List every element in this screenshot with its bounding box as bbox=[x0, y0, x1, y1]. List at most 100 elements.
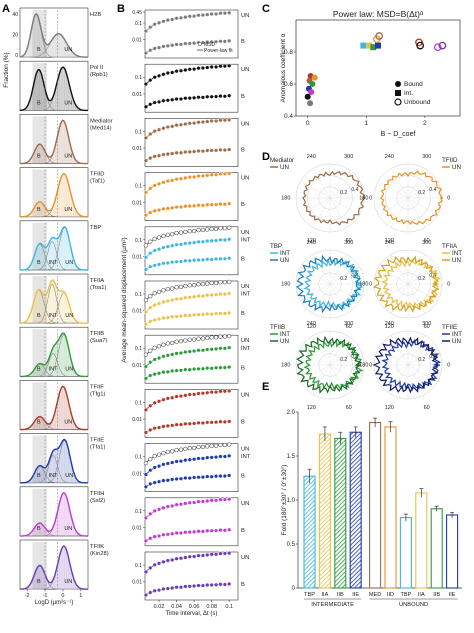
histogram-bar bbox=[45, 95, 48, 111]
msd-marker bbox=[183, 555, 188, 560]
histogram-bar bbox=[70, 94, 73, 111]
row-label: H2B bbox=[90, 12, 101, 18]
msd-marker bbox=[152, 426, 157, 431]
msd-marker bbox=[213, 238, 219, 243]
msd-marker bbox=[227, 551, 232, 556]
msd-marker bbox=[148, 77, 153, 83]
angle-tick-label: 0 bbox=[369, 363, 372, 369]
msd-marker bbox=[165, 260, 170, 266]
histogram-bar bbox=[47, 156, 50, 164]
row-label: TFIID (Taf1) bbox=[90, 172, 105, 185]
msd-marker bbox=[152, 46, 157, 51]
angle-tick-label: 60 bbox=[424, 238, 430, 244]
histogram-bar bbox=[44, 364, 46, 377]
histogram-bar bbox=[54, 238, 57, 270]
histogram-bar bbox=[31, 89, 34, 111]
bound-point bbox=[308, 89, 315, 95]
msd-marker bbox=[191, 583, 197, 589]
polar-spoke bbox=[390, 364, 409, 395]
histogram-bar bbox=[31, 530, 34, 536]
histogram-bar bbox=[29, 312, 32, 324]
msd-marker bbox=[170, 340, 175, 346]
y-tick-label: 0.4 bbox=[284, 113, 293, 120]
msd-marker bbox=[170, 286, 175, 291]
histogram-bar bbox=[69, 143, 71, 164]
row-label-line: (Med14) bbox=[90, 125, 112, 131]
y-tick-label: 0.01 bbox=[132, 92, 142, 98]
msd-marker bbox=[209, 552, 214, 557]
region-label: INT bbox=[49, 366, 59, 372]
row-label-line: TFIIB bbox=[90, 331, 104, 337]
msd-marker bbox=[178, 42, 184, 47]
histogram-bar bbox=[56, 511, 59, 536]
x-tick-label: 0.1 bbox=[225, 604, 233, 610]
histogram-bar bbox=[72, 578, 75, 590]
histogram-bar bbox=[29, 532, 32, 536]
histogram-bar bbox=[54, 449, 57, 483]
histogram-bar bbox=[63, 226, 66, 270]
msd-marker bbox=[191, 283, 197, 288]
total-curve bbox=[20, 332, 88, 378]
polar-trace bbox=[296, 254, 362, 314]
histogram-bar bbox=[62, 67, 64, 111]
bar bbox=[334, 437, 347, 589]
msd-marker bbox=[200, 366, 206, 371]
x-tick-label: 1 bbox=[79, 593, 82, 599]
msd-marker bbox=[227, 291, 232, 296]
msd-marker bbox=[205, 420, 210, 425]
msd-marker bbox=[209, 64, 214, 70]
msd-marker bbox=[191, 554, 197, 559]
angle-tick-label: 120 bbox=[307, 405, 316, 411]
msd-marker bbox=[161, 505, 166, 511]
msd-marker bbox=[227, 201, 232, 206]
histogram-bar bbox=[69, 511, 71, 536]
msd-marker bbox=[222, 118, 227, 123]
msd-marker bbox=[170, 460, 175, 465]
histogram-bar bbox=[33, 369, 36, 377]
y-tick-label: 0.5 bbox=[287, 542, 296, 548]
histogram-bar bbox=[38, 144, 41, 164]
intermediate-point bbox=[366, 42, 373, 49]
msd-marker bbox=[187, 392, 192, 397]
histogram-bar bbox=[33, 207, 36, 217]
region-label: B bbox=[37, 473, 41, 479]
radial-tick-label: 0.4 bbox=[429, 273, 436, 279]
row-frame bbox=[19, 273, 89, 324]
msd-marker bbox=[187, 67, 192, 72]
msd-marker bbox=[209, 11, 214, 17]
histogram-bar bbox=[49, 42, 52, 58]
msd-marker bbox=[178, 150, 184, 155]
histogram-bar bbox=[28, 41, 30, 58]
msd-marker bbox=[218, 291, 223, 297]
msd-marker bbox=[161, 397, 166, 402]
msd-marker bbox=[152, 454, 157, 459]
msd-marker bbox=[209, 582, 214, 588]
msd-marker bbox=[178, 556, 184, 561]
polar-spoke bbox=[390, 254, 409, 285]
histogram-bar bbox=[33, 574, 36, 590]
msd-marker bbox=[196, 420, 201, 426]
msd-marker bbox=[200, 281, 206, 287]
row-label: TFIIB (Sua7) bbox=[90, 331, 107, 344]
total-curve bbox=[20, 385, 88, 431]
msd-marker bbox=[222, 419, 227, 425]
polar-legend-label: UN bbox=[280, 338, 289, 345]
y-tick-label: 0 bbox=[15, 53, 18, 59]
msd-marker bbox=[178, 176, 184, 181]
histogram-bar bbox=[58, 446, 61, 483]
angle-tick-label: 180 bbox=[281, 363, 290, 369]
y-tick-label: 0.01 bbox=[132, 309, 142, 315]
row-frame bbox=[144, 334, 239, 384]
polar-spoke bbox=[300, 197, 331, 216]
msd-marker bbox=[209, 94, 214, 99]
region-label: INT bbox=[49, 313, 59, 319]
bound-point bbox=[311, 74, 318, 81]
histogram-bar bbox=[36, 16, 39, 58]
msd-marker bbox=[161, 288, 166, 293]
msd-marker bbox=[156, 463, 162, 469]
histogram-bar bbox=[72, 100, 75, 111]
